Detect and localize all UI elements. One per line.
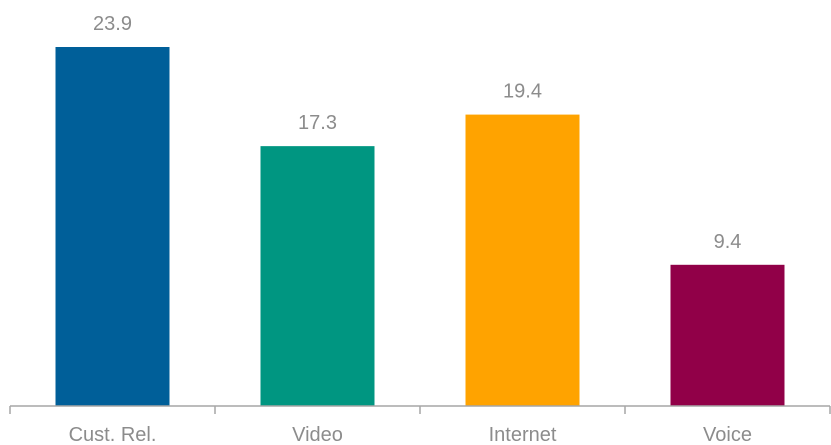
data-labels-group: 23.9 17.3 19.4 9.4 <box>93 13 741 253</box>
category-label-cust-rel: Cust. Rel. <box>69 424 157 445</box>
category-label-video: Video <box>292 424 343 445</box>
data-label-internet: 19.4 <box>503 81 542 103</box>
category-label-voice: Voice <box>703 424 752 445</box>
category-labels-group: Cust. Rel. Video Internet Voice <box>69 424 752 445</box>
bars-group <box>55 47 785 407</box>
bar-cust-rel <box>55 47 170 406</box>
data-label-cust-rel: 23.9 <box>93 13 132 35</box>
x-axis <box>9 405 831 414</box>
bar-video <box>260 146 375 407</box>
bar-internet <box>465 114 580 406</box>
bar-voice <box>670 264 785 406</box>
data-label-video: 17.3 <box>298 112 337 134</box>
category-label-internet: Internet <box>489 424 557 445</box>
data-label-voice: 9.4 <box>714 231 742 253</box>
